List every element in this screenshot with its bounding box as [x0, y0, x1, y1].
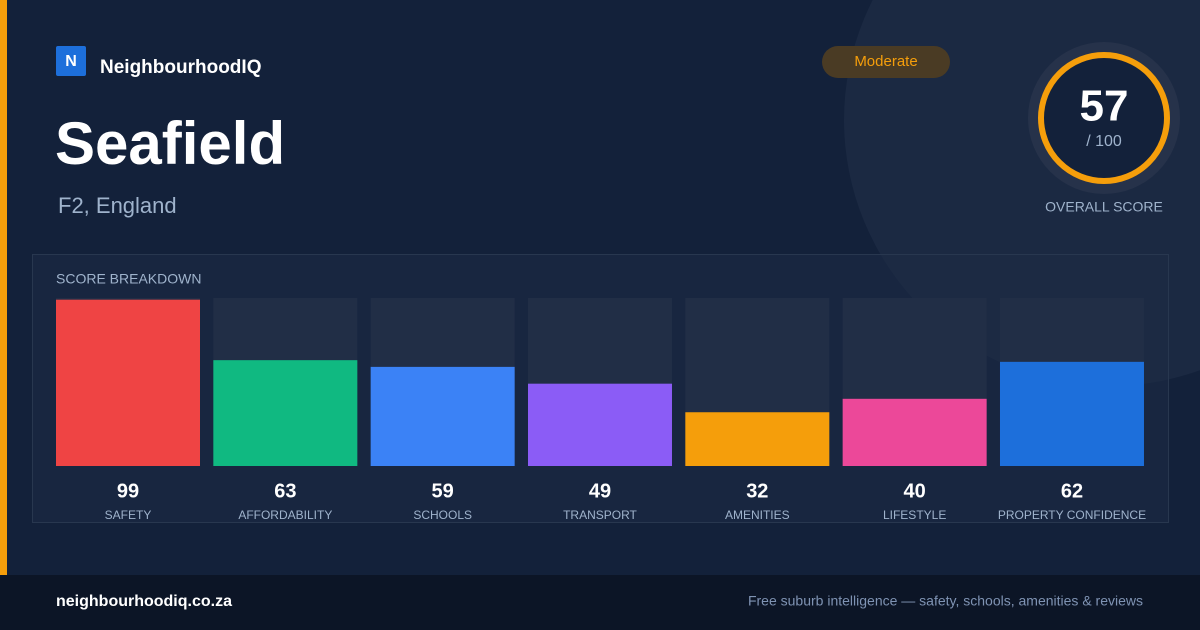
value-label: 63 [274, 480, 296, 502]
bar [370, 366, 515, 466]
bar [527, 383, 672, 466]
accent-strip [0, 0, 7, 575]
footer-url: neighbourhoodiq.co.za [56, 593, 232, 610]
value-label: 40 [904, 480, 926, 502]
value-label: 32 [746, 480, 768, 502]
bar [842, 398, 987, 466]
category-label: AMENITIES [725, 508, 790, 522]
logo-letter: N [65, 53, 77, 70]
location: F2, England [58, 193, 177, 218]
bar [213, 360, 358, 466]
value-label: 99 [117, 480, 139, 502]
chart-title: SCORE BREAKDOWN [56, 271, 201, 287]
category-label: LIFESTYLE [883, 508, 946, 522]
bar [999, 361, 1144, 466]
brand: NeighbourhoodIQ [100, 57, 261, 78]
bar [56, 299, 200, 466]
category-label: SCHOOLS [413, 508, 472, 522]
value-label: 49 [589, 480, 611, 502]
footer-tagline: Free suburb intelligence — safety, schoo… [748, 593, 1143, 609]
logo [56, 46, 86, 76]
score-max: / 100 [1086, 133, 1122, 150]
category-label: TRANSPORT [563, 508, 637, 522]
category-label: SAFETY [105, 508, 152, 522]
category-label: AFFORDABILITY [238, 508, 332, 522]
footer [0, 575, 1200, 630]
bar [685, 412, 830, 466]
score-ring [1038, 52, 1170, 184]
value-label: 59 [432, 480, 454, 502]
value-label: 62 [1061, 480, 1083, 502]
badge-text: Moderate [854, 53, 917, 70]
title: Seafield [55, 110, 285, 177]
score-value: 57 [1080, 82, 1129, 131]
badge [822, 46, 950, 78]
category-label: PROPERTY CONFIDENCE [998, 508, 1146, 522]
score-label: OVERALL SCORE [1045, 199, 1163, 215]
